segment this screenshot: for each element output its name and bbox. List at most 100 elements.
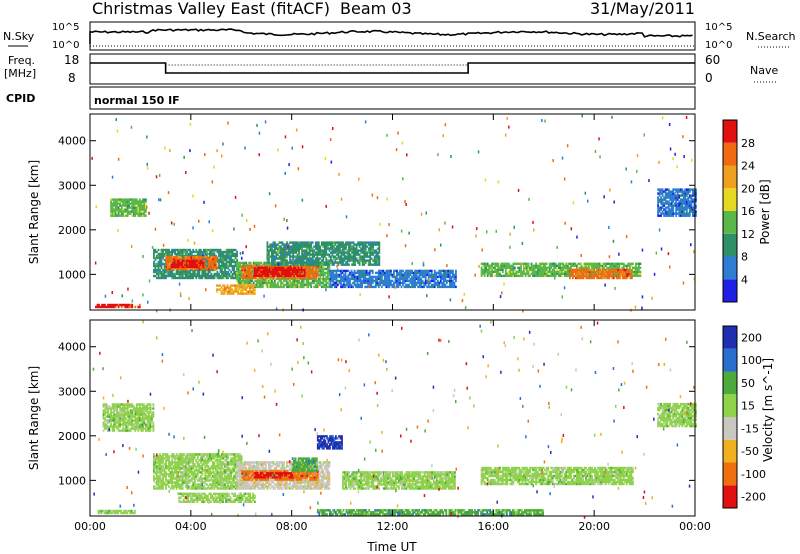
data-cell [178, 252, 181, 256]
data-cell [156, 250, 158, 254]
data-cell [289, 247, 291, 250]
data-cell [239, 279, 241, 283]
data-cell [291, 264, 293, 268]
data-cell [692, 200, 694, 203]
data-cell [693, 210, 696, 213]
data-cell [266, 261, 269, 264]
data-cell [250, 264, 253, 268]
data-cell [400, 275, 403, 279]
data-cell [281, 251, 284, 254]
data-cell [247, 272, 250, 276]
data-cell [358, 277, 360, 281]
data-cell [358, 271, 360, 275]
data-cell [177, 276, 179, 280]
data-cell [364, 243, 367, 246]
data-cell [194, 257, 197, 261]
data-cell [379, 277, 382, 281]
data-cell [433, 273, 436, 277]
data-cell [300, 274, 303, 277]
data-cell [310, 249, 313, 252]
data-cell [636, 270, 639, 273]
data-cell [418, 275, 421, 279]
data-cell [658, 208, 661, 211]
data-cell [301, 241, 303, 244]
data-cell [157, 268, 160, 272]
data-cell [331, 271, 333, 275]
data-cell [221, 274, 223, 278]
data-cell [257, 285, 260, 289]
data-cell [693, 206, 696, 209]
data-cell [605, 268, 608, 272]
data-cell [514, 262, 516, 265]
data-cell [122, 214, 125, 217]
data-cell [538, 270, 540, 273]
data-cell [239, 273, 241, 277]
data-cell [314, 261, 317, 264]
data-cell [123, 200, 126, 203]
data-cell [198, 272, 201, 276]
data-cell [319, 265, 322, 269]
data-cell [523, 268, 525, 271]
data-cell [280, 281, 282, 285]
data-cell [334, 255, 337, 258]
data-cell [482, 270, 484, 273]
data-cell [565, 270, 568, 273]
data-cell [385, 269, 388, 273]
data-cell [603, 270, 606, 274]
data-cell [445, 269, 448, 273]
data-cell [576, 264, 578, 267]
data-cell [503, 262, 506, 265]
data-cell [256, 274, 259, 277]
data-cell [289, 245, 291, 248]
data-cell [378, 259, 381, 262]
data-cell [418, 279, 421, 283]
data-cell [629, 270, 631, 273]
data-cell [636, 262, 639, 265]
data-cell [359, 283, 362, 287]
data-cell [678, 202, 681, 205]
data-cell [679, 204, 682, 207]
data-cell [638, 272, 640, 275]
data-cell [541, 268, 543, 271]
data-cell [224, 270, 226, 274]
data-cell [337, 241, 340, 244]
data-cell [235, 286, 238, 289]
data-cell [199, 276, 202, 280]
data-cell [362, 275, 365, 279]
data-cell [329, 277, 332, 281]
data-cell [307, 251, 310, 254]
data-cell [355, 259, 358, 262]
data-cell [602, 268, 604, 272]
data-cell [272, 268, 274, 271]
data-cell [138, 198, 141, 201]
data-cell [579, 268, 582, 272]
data-cell [174, 252, 176, 256]
data-cell [227, 250, 229, 254]
data-cell [618, 276, 621, 280]
data-cell [612, 266, 615, 269]
data-cell [591, 274, 594, 278]
data-cell [173, 261, 176, 265]
data-cell [344, 271, 347, 275]
data-cell [313, 285, 316, 289]
data-cell [314, 257, 317, 260]
data-cell [403, 279, 406, 283]
data-cell [224, 256, 226, 260]
data-cell [234, 276, 237, 280]
data-cell [409, 277, 412, 281]
data-cell [293, 243, 296, 246]
data-cell [287, 263, 290, 267]
data-cell [283, 264, 286, 268]
data-cell [104, 303, 106, 307]
data-cell [222, 264, 225, 268]
data-cell [212, 252, 214, 256]
data-cell [578, 276, 580, 280]
data-cell [589, 262, 592, 265]
data-cell [228, 264, 231, 268]
data-cell [382, 273, 385, 277]
data-cell [369, 261, 372, 264]
data-cell [352, 285, 354, 289]
data-cell [154, 266, 157, 270]
data-cell [269, 270, 271, 273]
data-cell [229, 284, 232, 287]
